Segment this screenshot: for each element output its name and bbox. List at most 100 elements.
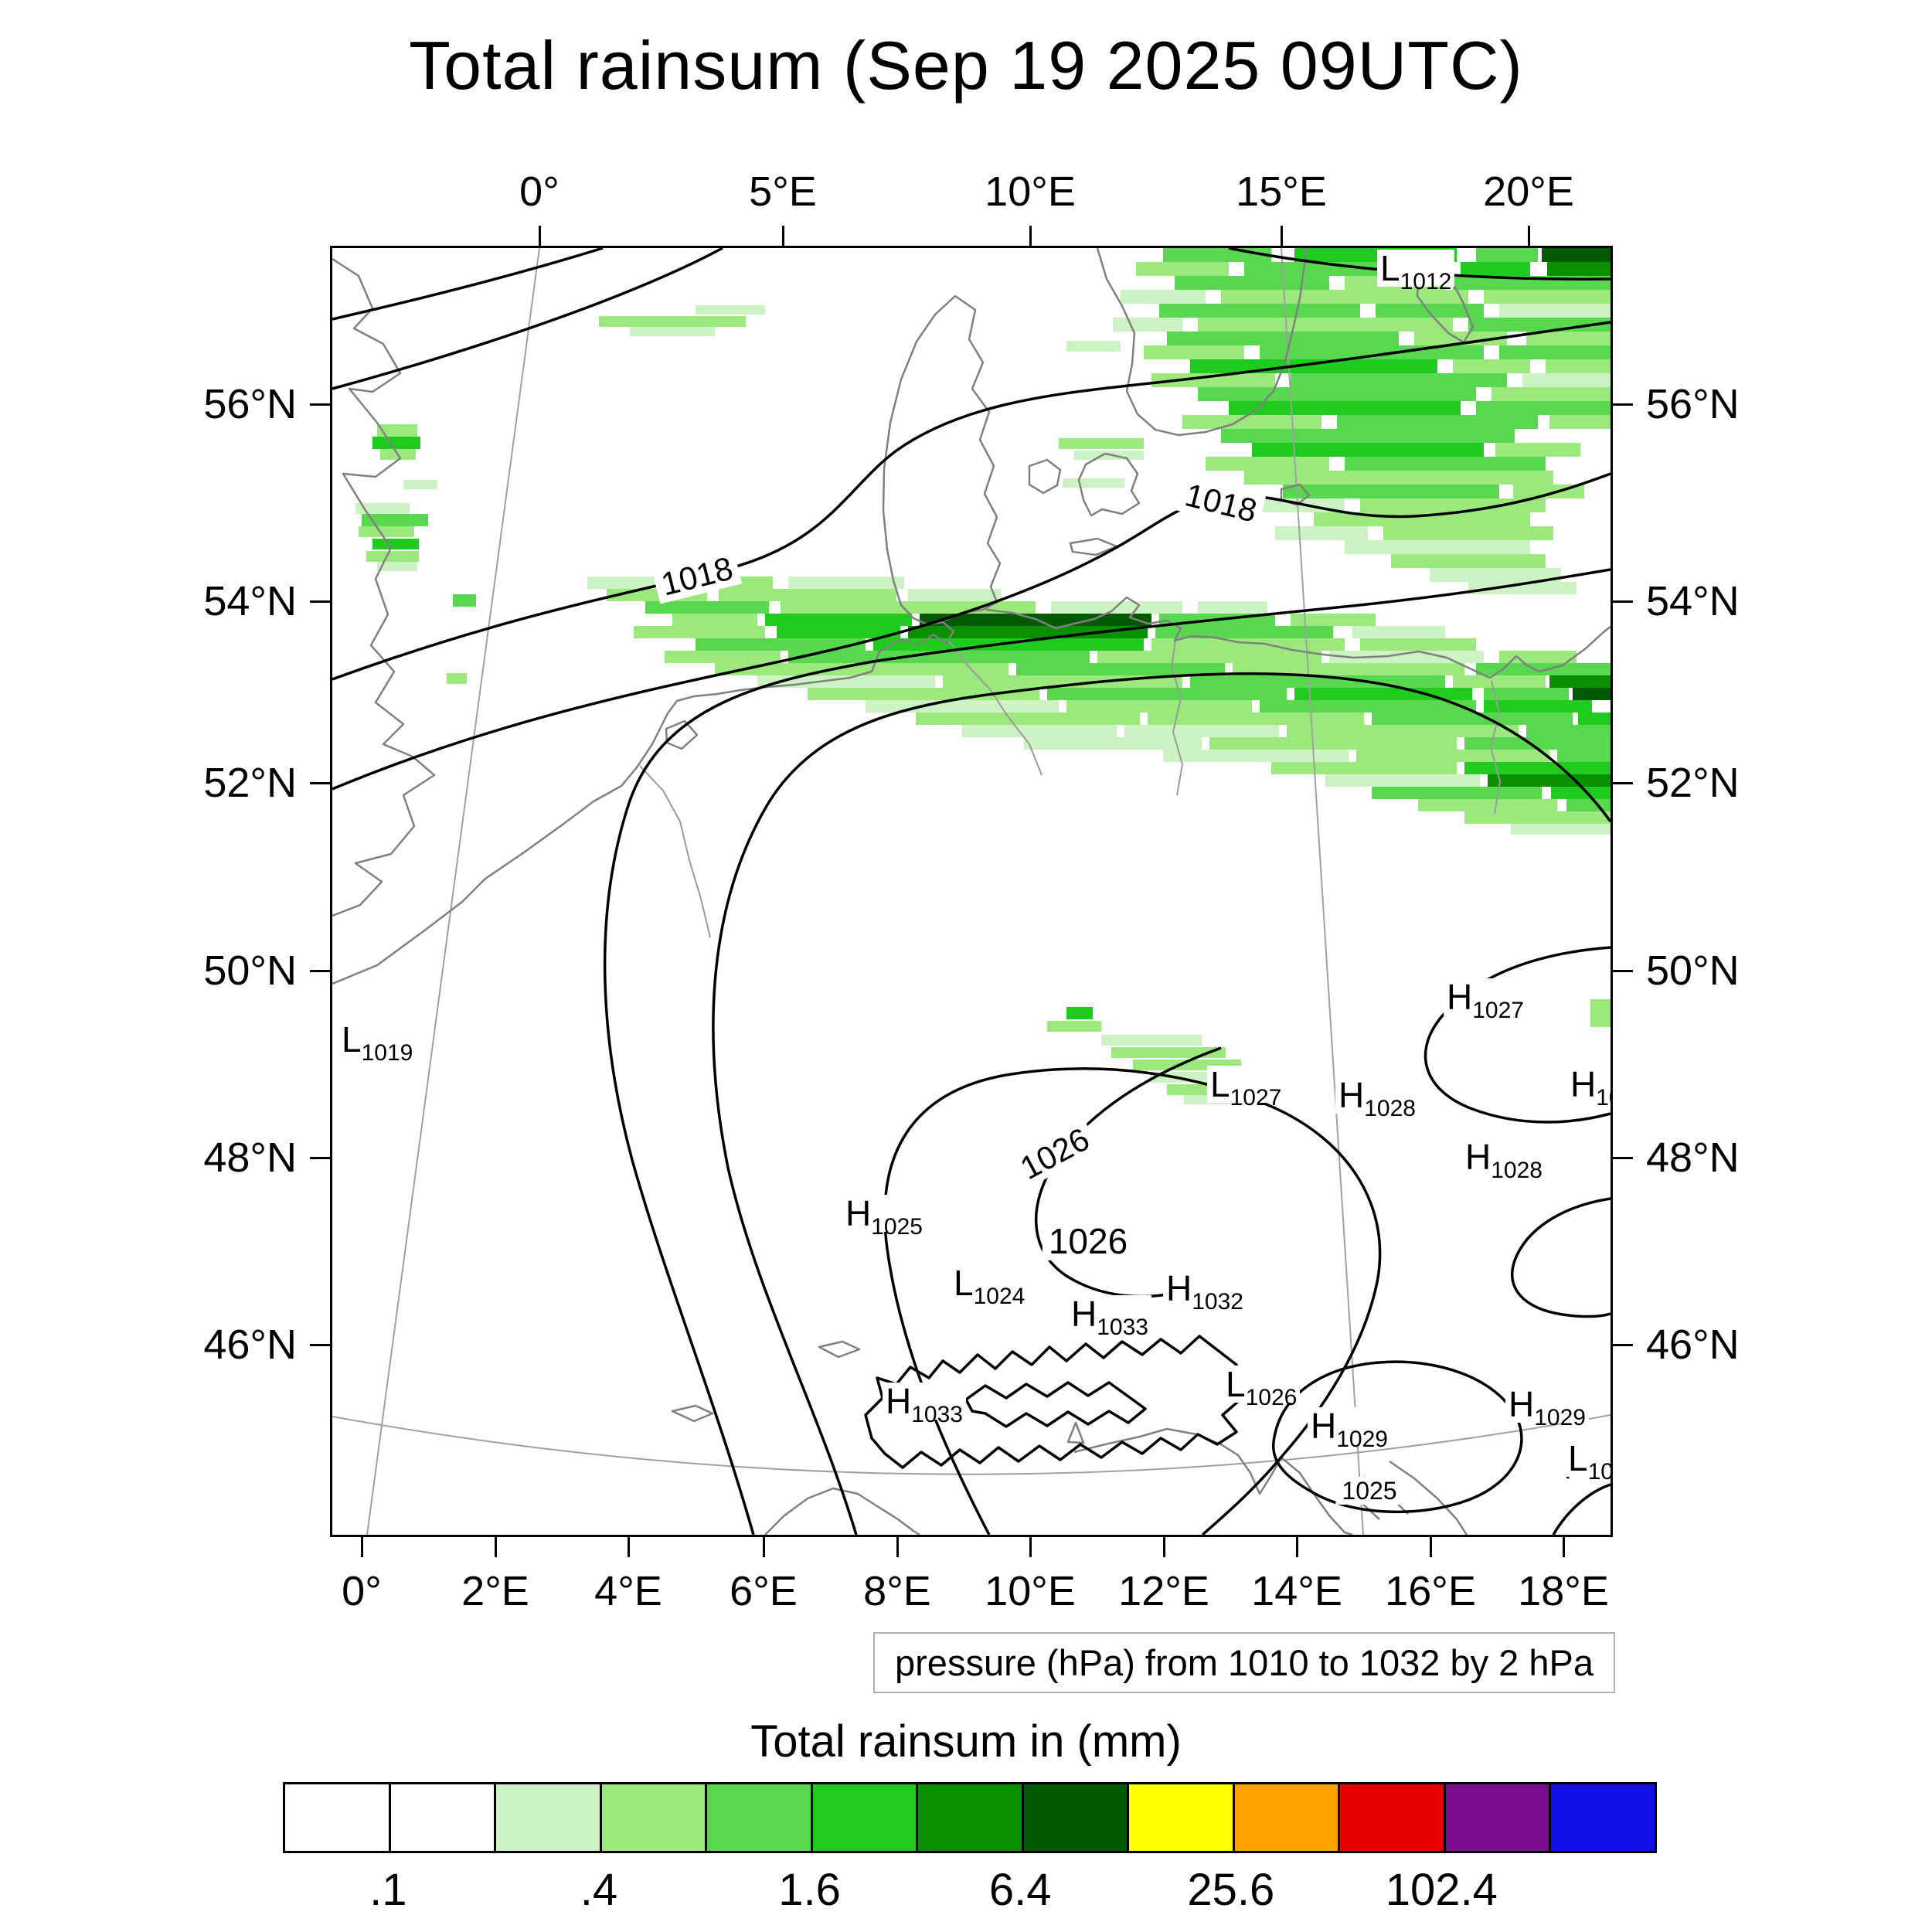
pressure-value: 1033: [1097, 1315, 1148, 1340]
pressure-center-H1033: H1033: [1068, 1295, 1151, 1339]
pressure-center-L10: L10: [1565, 1440, 1611, 1484]
pressure-value: 1032: [1192, 1289, 1243, 1315]
axis-label-top: 10°E: [985, 168, 1076, 215]
axis-label-right: 46°N: [1646, 1321, 1740, 1368]
axis-label-right: 48°N: [1646, 1134, 1740, 1181]
axis-label-bottom: 18°E: [1518, 1568, 1609, 1614]
axis-tick-right: [1613, 970, 1633, 972]
colorbar-label: 102.4: [1385, 1865, 1498, 1915]
axis-label-bottom: 14°E: [1251, 1568, 1342, 1614]
axis-tick-bottom: [896, 1537, 899, 1557]
axis-tick-right: [1613, 600, 1633, 603]
colorbar-cell-8: [1129, 1784, 1235, 1851]
axis-tick-bottom: [1163, 1537, 1165, 1557]
axis-label-top: 5°E: [749, 168, 817, 215]
map-text-overlays: L1012L1019H1027L1027H1028H10H1028H1025L1…: [332, 248, 1611, 1535]
isobar-1025-ring: [1272, 1360, 1523, 1514]
isobar-alps-crinkle-inner: [964, 1381, 1147, 1428]
pressure-center-H1025: H1025: [842, 1195, 926, 1239]
axis-tick-right: [1613, 403, 1633, 406]
axis-label-left: 46°N: [203, 1321, 297, 1368]
axis-label-bottom: 6°E: [730, 1568, 798, 1614]
isobar-label-1025: 1025: [1335, 1477, 1403, 1505]
pressure-letter: H: [1311, 1406, 1337, 1446]
coast-sweden: [1096, 248, 1308, 437]
pressure-center-L1026: L1026: [1223, 1364, 1301, 1410]
lake-constance: [818, 1340, 861, 1359]
pressure-value: 1012: [1400, 269, 1452, 294]
axis-tick-left: [310, 782, 330, 784]
axis-label-bottom: 10°E: [985, 1568, 1076, 1614]
coast-britain: [332, 257, 436, 917]
axis-tick-left: [310, 1344, 330, 1346]
pressure-value: 1019: [361, 1040, 413, 1066]
pressure-center-H1028: H1028: [1335, 1077, 1419, 1121]
pressure-value: 1027: [1472, 998, 1524, 1023]
axis-label-top: 0°: [519, 168, 560, 215]
pressure-value: 10: [1587, 1459, 1611, 1485]
isobar-label-1018: 1018: [651, 549, 743, 604]
pressure-center-H1029: H1029: [1505, 1384, 1589, 1430]
axis-label-bottom: 12°E: [1118, 1568, 1209, 1614]
axis-tick-bottom: [1029, 1537, 1032, 1557]
axis-tick-bottom: [1296, 1537, 1298, 1557]
axis-label-top: 20°E: [1483, 168, 1574, 215]
colorbar-label: 25.6: [1187, 1865, 1275, 1915]
axis-label-bottom: 4°E: [594, 1568, 662, 1614]
axis-label-left: 50°N: [203, 947, 297, 994]
pressure-letter: L: [1210, 1064, 1230, 1104]
map-container: L1012L1019H1027L1027H1028H10H1028H1025L1…: [203, 168, 1739, 1614]
colorbar-cell-3: [601, 1784, 708, 1851]
axis-label-bottom: 16°E: [1385, 1568, 1476, 1614]
map-plot-area: L1012L1019H1027L1027H1028H10H1028H1025L1…: [332, 248, 1611, 1535]
pressure-value: 1028: [1491, 1158, 1543, 1183]
pressure-value: 1027: [1230, 1085, 1282, 1111]
colorbar-cell-10: [1340, 1784, 1446, 1851]
isobar-layer: [332, 248, 1611, 1535]
coast-baltic-south: [985, 596, 1611, 679]
pressure-letter: H: [1465, 1137, 1492, 1177]
island-zealand: [1077, 452, 1141, 517]
axis-tick-right: [1613, 1344, 1633, 1346]
pressure-value: 1025: [871, 1214, 923, 1240]
axis-tick-left: [310, 600, 330, 603]
pressure-center-H1029: H1029: [1308, 1406, 1391, 1451]
isobar-1020: [603, 568, 1611, 1535]
axis-label-bottom: 2°E: [461, 1568, 529, 1614]
pressure-center-H1032: H1032: [1163, 1268, 1247, 1314]
colorbar: [283, 1782, 1657, 1853]
pressure-letter: H: [1166, 1268, 1192, 1308]
pressure-value: 1029: [1534, 1405, 1586, 1430]
axis-tick-left: [310, 403, 330, 406]
axis-label-left: 48°N: [203, 1134, 297, 1181]
axis-tick-left: [310, 1157, 330, 1159]
colorbar-cell-4: [707, 1784, 813, 1851]
axis-tick-left: [310, 970, 330, 972]
colorbar-label: .4: [580, 1865, 618, 1915]
colorbar-cell-9: [1234, 1784, 1341, 1851]
pressure-value: 10: [1596, 1085, 1611, 1111]
colorbar-labels: .1 .4 1.6 6.4 25.6 102.4: [283, 1864, 1652, 1918]
pressure-value: 1033: [911, 1402, 963, 1427]
axis-tick-top: [1281, 226, 1283, 246]
axis-tick-top: [1528, 226, 1530, 246]
river-layer: [639, 635, 1502, 938]
pressure-center-H1028: H1028: [1462, 1137, 1546, 1182]
pressure-center-H1027: H1027: [1444, 978, 1527, 1022]
pressure-center-H10: H10: [1567, 1066, 1611, 1110]
isobar-label-1026: 1026: [1042, 1222, 1134, 1260]
axis-tick-top: [782, 226, 784, 246]
pressure-value: 1026: [1245, 1385, 1298, 1410]
pressure-letter: L: [954, 1263, 974, 1303]
axis-label-right: 54°N: [1646, 578, 1740, 624]
pressure-letter: L: [1226, 1364, 1246, 1404]
colorbar-cell-5: [812, 1784, 919, 1851]
lake-geneva: [671, 1404, 714, 1423]
pressure-letter: L: [1380, 248, 1400, 288]
pressure-letter: H: [1509, 1384, 1535, 1424]
isobar-1018-west: [332, 321, 1611, 681]
axis-tick-bottom: [1563, 1537, 1565, 1557]
pressure-caption: pressure (hPa) from 1010 to 1032 by 2 hP…: [873, 1632, 1615, 1693]
page-title: Total rainsum (Sep 19 2025 09UTC): [409, 27, 1523, 104]
isobar-label-1026: 1026: [1009, 1118, 1101, 1189]
